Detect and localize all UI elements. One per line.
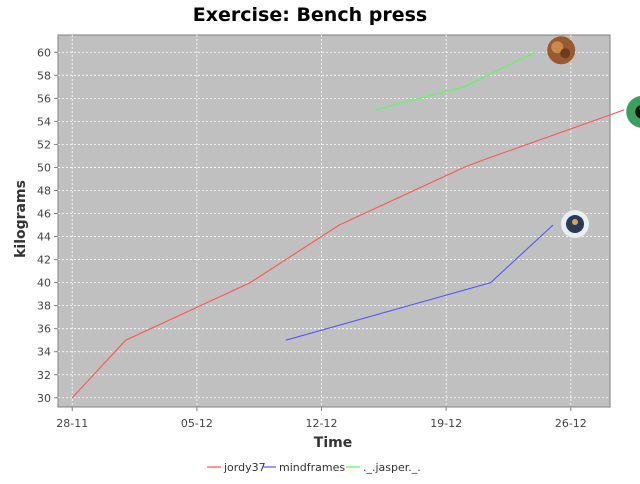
y-tick-label: 30 [37, 392, 51, 405]
y-tick-label: 32 [37, 369, 51, 382]
y-tick-label: 48 [37, 184, 51, 197]
avatar-marker-0 [626, 96, 640, 128]
y-tick-label: 44 [37, 231, 51, 244]
avatar-marker-2 [547, 36, 575, 64]
chart-title: Exercise: Bench press [193, 4, 427, 26]
y-tick-label: 50 [37, 161, 51, 174]
x-tick-label: 19-12 [430, 417, 462, 430]
x-tick-label: 12-12 [306, 417, 338, 430]
legend-label: ._.jasper._. [363, 461, 421, 474]
plot-area [58, 35, 610, 407]
y-tick-label: 56 [37, 92, 51, 105]
y-tick-label: 40 [37, 277, 51, 290]
y-tick-label: 38 [37, 300, 51, 313]
x-tick-label: 05-12 [181, 417, 213, 430]
y-tick-label: 54 [37, 115, 51, 128]
x-axis-label: Time [314, 435, 352, 451]
y-tick-label: 36 [37, 323, 51, 336]
y-tick-label: 58 [37, 69, 51, 82]
avatar-marker-1 [561, 210, 589, 238]
y-tick-label: 34 [37, 346, 51, 359]
y-tick-label: 60 [37, 46, 51, 59]
y-tick-label: 46 [37, 208, 51, 221]
legend-label: mindframes [279, 461, 345, 474]
x-tick-label: 26-12 [555, 417, 587, 430]
legend-label: jordy37 [223, 461, 266, 474]
y-tick-label: 52 [37, 138, 51, 151]
y-axis-label: kilograms [13, 180, 29, 258]
y-tick-label: 42 [37, 254, 51, 267]
x-tick-label: 28-11 [56, 417, 88, 430]
legend: jordy37 mindframes ._.jasper._. [207, 461, 421, 474]
